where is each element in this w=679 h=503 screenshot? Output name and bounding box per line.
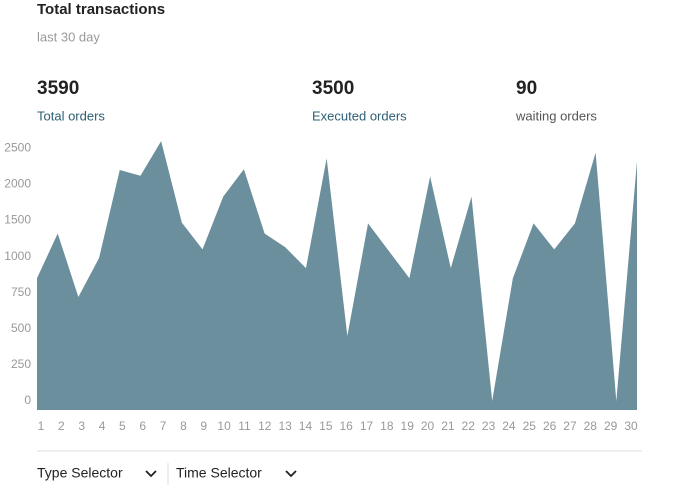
x-tick-label: 9 (200, 419, 207, 433)
x-tick-label: 28 (584, 419, 598, 433)
x-tick-label: 3 (78, 419, 85, 433)
stat-value: 90 (516, 78, 537, 99)
y-tick-label: 1000 (4, 249, 31, 263)
stat-value: 3590 (37, 78, 79, 99)
chevron[interactable] (145, 470, 157, 478)
x-tick-label: 11 (238, 419, 251, 433)
stat-value: 3500 (312, 78, 354, 99)
x-tick-label: 29 (604, 419, 618, 433)
x-tick-label: 15 (319, 419, 333, 433)
y-tick-label: 0 (24, 393, 31, 407)
x-tick-label: 24 (502, 419, 516, 433)
x-tick-label: 17 (360, 419, 374, 433)
x-tick-label: 21 (441, 419, 455, 433)
stat-label: Total orders (37, 108, 105, 123)
x-tick-label: 8 (180, 419, 187, 433)
y-tick-label: 1500 (4, 213, 31, 227)
x-tick-label: 18 (380, 419, 394, 433)
y-tick-label: 2500 (4, 140, 31, 154)
title: Total transactions (37, 1, 165, 18)
x-tick-label: 10 (217, 419, 231, 433)
x-tick-label: 14 (299, 419, 313, 433)
y-tick-label: 750 (11, 285, 31, 299)
x-tick-label: 20 (421, 419, 435, 433)
x-tick-label: 12 (258, 419, 272, 433)
x-tick-label: 1 (38, 419, 45, 433)
x-tick-label: 25 (523, 419, 537, 433)
stat-label: Executed orders (312, 108, 407, 123)
area (37, 141, 637, 410)
x-tick-label: 7 (160, 419, 167, 433)
x-tick-label: 2 (58, 419, 65, 433)
selector[interactable]: Time Selector (176, 465, 262, 481)
x-tick-label: 22 (462, 419, 476, 433)
y-tick-label: 500 (11, 321, 31, 335)
x-tick-label: 30 (624, 419, 638, 433)
chevron[interactable] (285, 470, 297, 478)
x-tick-label: 19 (401, 419, 415, 433)
x-tick-label: 16 (339, 419, 353, 433)
stat-label: waiting orders (515, 108, 597, 123)
x-tick-label: 13 (278, 419, 292, 433)
subtitle: last 30 day (37, 29, 100, 44)
x-tick-label: 5 (119, 419, 126, 433)
x-tick-label: 27 (563, 419, 577, 433)
x-tick-label: 6 (139, 419, 146, 433)
x-tick-label: 26 (543, 419, 557, 433)
y-tick-label: 2000 (4, 177, 31, 191)
selector[interactable]: Type Selector (37, 465, 123, 481)
x-tick-label: 4 (99, 419, 106, 433)
y-tick-label: 250 (11, 357, 31, 371)
x-tick-label: 23 (482, 419, 496, 433)
